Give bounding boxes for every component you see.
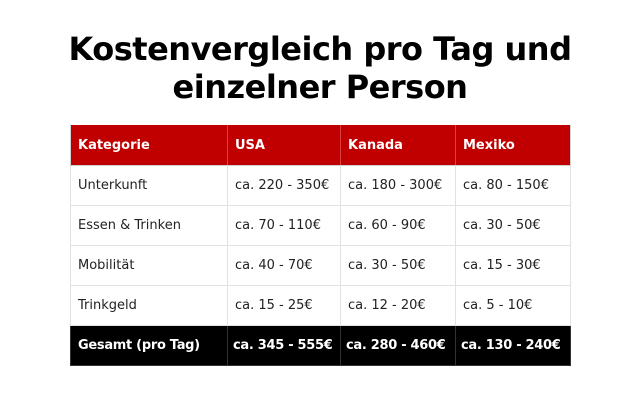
total-usa: ca. 345 - 555€ <box>227 325 341 366</box>
cell-usa: ca. 40 - 70€ <box>227 245 341 286</box>
title-line-2: einzelner Person <box>172 68 468 106</box>
table-header-row: Kategorie USA Kanada Mexiko <box>70 125 571 166</box>
table-row: Mobilität ca. 40 - 70€ ca. 30 - 50€ ca. … <box>70 245 571 286</box>
cell-mexiko: ca. 30 - 50€ <box>455 205 571 246</box>
row-label: Mobilität <box>70 245 228 286</box>
total-kanada: ca. 280 - 460€ <box>340 325 456 366</box>
cell-mexiko: ca. 5 - 10€ <box>455 285 571 326</box>
cell-mexiko: ca. 80 - 150€ <box>455 165 571 206</box>
cell-kanada: ca. 60 - 90€ <box>340 205 456 246</box>
row-label: Unterkunft <box>70 165 228 206</box>
header-usa: USA <box>227 125 341 166</box>
cost-comparison-table: Kategorie USA Kanada Mexiko Unterkunft c… <box>70 125 571 366</box>
header-category: Kategorie <box>70 125 228 166</box>
page-title: Kostenvergleich pro Tag und einzelner Pe… <box>0 30 640 106</box>
cell-usa: ca. 220 - 350€ <box>227 165 341 206</box>
total-row: Gesamt (pro Tag) ca. 345 - 555€ ca. 280 … <box>70 325 571 366</box>
cell-kanada: ca. 180 - 300€ <box>340 165 456 206</box>
cell-mexiko: ca. 15 - 30€ <box>455 245 571 286</box>
row-label: Essen & Trinken <box>70 205 228 246</box>
cell-kanada: ca. 12 - 20€ <box>340 285 456 326</box>
table-row: Trinkgeld ca. 15 - 25€ ca. 12 - 20€ ca. … <box>70 285 571 326</box>
header-kanada: Kanada <box>340 125 456 166</box>
cell-usa: ca. 70 - 110€ <box>227 205 341 246</box>
total-mexiko: ca. 130 - 240€ <box>455 325 571 366</box>
table-row: Unterkunft ca. 220 - 350€ ca. 180 - 300€… <box>70 165 571 206</box>
cell-usa: ca. 15 - 25€ <box>227 285 341 326</box>
header-mexiko: Mexiko <box>455 125 571 166</box>
table-row: Essen & Trinken ca. 70 - 110€ ca. 60 - 9… <box>70 205 571 246</box>
row-label: Trinkgeld <box>70 285 228 326</box>
total-label: Gesamt (pro Tag) <box>70 325 228 366</box>
cell-kanada: ca. 30 - 50€ <box>340 245 456 286</box>
title-line-1: Kostenvergleich pro Tag und <box>68 30 572 68</box>
